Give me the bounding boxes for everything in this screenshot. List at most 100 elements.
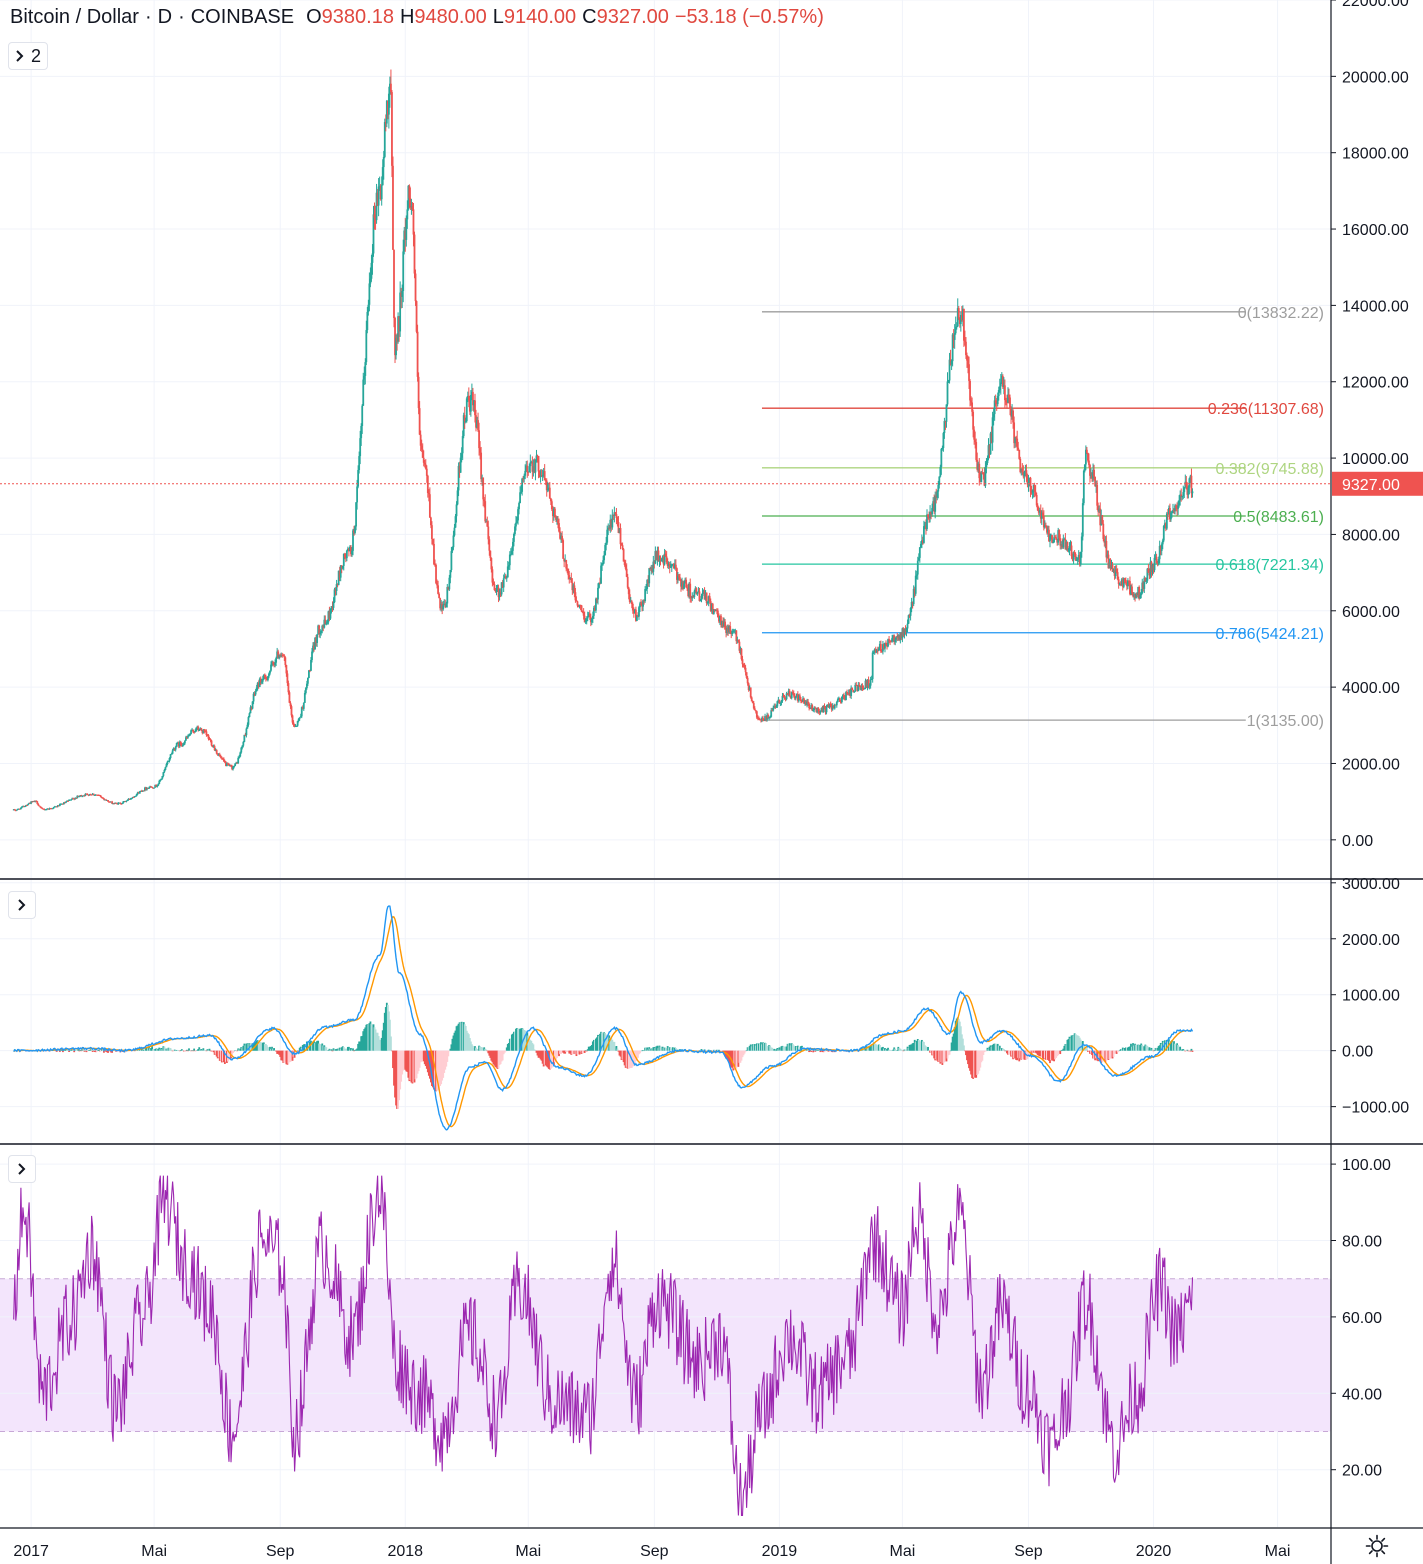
candle-body [425, 468, 428, 476]
candle-body [379, 185, 382, 200]
macd-histogram-bar [959, 1026, 962, 1051]
macd-histogram-bar [829, 1050, 832, 1052]
macd-histogram-bar [632, 1050, 635, 1066]
candle-body [106, 799, 108, 801]
candle-body [746, 677, 749, 684]
macd-histogram-bar [150, 1048, 152, 1051]
macd-histogram-bar [1043, 1050, 1046, 1059]
macd-histogram-bar [442, 1050, 445, 1078]
indicators-toggle-button[interactable]: 2 [8, 42, 49, 70]
candle-body [50, 808, 53, 810]
macd-histogram-bar [325, 1047, 328, 1051]
candle-body [42, 808, 45, 810]
candle-body [582, 612, 585, 616]
candle-body [846, 691, 848, 693]
macd-histogram-bar [1091, 1050, 1093, 1056]
symbol-name: Bitcoin / Dollar [10, 6, 139, 28]
macd-histogram-bar [243, 1043, 246, 1051]
macd-pane-toggle-button[interactable] [8, 891, 36, 919]
candle-body [355, 502, 357, 527]
macd-histogram-bar [942, 1050, 945, 1064]
candle-body [1008, 394, 1010, 398]
candle-body [1058, 530, 1061, 539]
macd-histogram-bar [1033, 1050, 1036, 1052]
candle-body [971, 402, 973, 412]
candle-body [785, 693, 788, 700]
macd-histogram-bar [559, 1050, 561, 1054]
candle-body [955, 326, 958, 328]
macd-histogram-bar [372, 1024, 375, 1051]
candle-body [1064, 539, 1067, 550]
candle-body [1109, 562, 1112, 569]
candle-body [473, 400, 475, 406]
ohlc-low: L9140.00 [492, 6, 577, 28]
candle-body [736, 639, 739, 642]
macd-histogram-bar [240, 1046, 243, 1051]
candle-body [1093, 469, 1095, 477]
candle-body [74, 797, 77, 800]
macd-histogram-bar [665, 1048, 668, 1051]
macd-histogram-bar [792, 1045, 795, 1051]
macd-histogram-bar [534, 1049, 537, 1051]
macd-histogram-bar [663, 1047, 666, 1051]
rsi-axis-label: 80.00 [1342, 1234, 1382, 1251]
macd-histogram-bar [438, 1050, 440, 1091]
macd-histogram-bar [1034, 1050, 1037, 1053]
macd-histogram-bar [586, 1049, 589, 1051]
candle-body [228, 763, 230, 766]
macd-histogram-bar [725, 1050, 727, 1059]
macd-histogram-bar [1015, 1050, 1018, 1061]
candle-body [682, 582, 684, 589]
macd-histogram-bar [621, 1050, 624, 1060]
candle-body [271, 662, 273, 665]
candle-body [707, 596, 710, 602]
interval-label[interactable]: D [157, 6, 173, 28]
macd-histogram-bar [1109, 1050, 1112, 1059]
candle-body [789, 695, 792, 699]
candle-body [989, 433, 992, 455]
macd-histogram-bar [929, 1050, 931, 1053]
candle-body [384, 122, 387, 124]
macd-axis-label: 1000.00 [1342, 988, 1400, 1005]
macd-histogram-bar [1186, 1049, 1189, 1051]
macd-histogram-bar [400, 1050, 403, 1082]
macd-histogram-bar [352, 1048, 354, 1051]
macd-histogram-bar [979, 1050, 982, 1068]
candle-body [521, 478, 524, 492]
candle-body [908, 615, 911, 617]
candle-body [311, 651, 313, 661]
macd-histogram-bar [970, 1050, 972, 1075]
candle-body [255, 687, 258, 692]
candle-body [1087, 452, 1089, 461]
macd-histogram-bar [443, 1050, 446, 1073]
candle-body [211, 745, 214, 748]
rsi-pane-toggle-button[interactable] [8, 1155, 36, 1183]
candle-body [363, 375, 366, 380]
candle-body [885, 642, 887, 644]
macd-histogram-bar [914, 1042, 917, 1051]
macd-histogram-bar [769, 1045, 772, 1051]
macd-histogram-bar [376, 1032, 379, 1051]
macd-histogram-bar [818, 1050, 821, 1052]
macd-histogram-bar [314, 1043, 316, 1051]
macd-histogram-bar [387, 1011, 390, 1051]
candle-body [381, 167, 384, 186]
candle-body [459, 457, 462, 473]
candle-body [654, 551, 657, 564]
candle-body [1091, 475, 1093, 479]
candle-body [669, 566, 672, 568]
candle-body [1063, 539, 1066, 541]
candle-body [139, 790, 142, 792]
macd-histogram-bar [294, 1050, 297, 1055]
macd-histogram-bar [384, 1007, 387, 1051]
candle-body [1078, 554, 1081, 565]
macd-histogram-bar [258, 1041, 261, 1051]
gear-icon[interactable] [1365, 1534, 1389, 1558]
candle-body [852, 689, 855, 693]
candle-body [768, 717, 771, 719]
macd-histogram-bar [656, 1045, 659, 1051]
candle-body [141, 790, 144, 792]
candle-body [882, 644, 884, 652]
candle-body [303, 693, 306, 703]
